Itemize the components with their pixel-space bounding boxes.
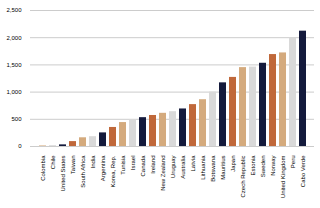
svg-text:Mauritius: Mauritius bbox=[220, 156, 226, 180]
svg-text:Botswana: Botswana bbox=[210, 155, 216, 182]
svg-text:Czech Republic: Czech Republic bbox=[240, 156, 246, 198]
svg-text:Tunisia: Tunisia bbox=[120, 155, 126, 175]
svg-text:Ireland: Ireland bbox=[150, 156, 156, 174]
svg-text:India: India bbox=[90, 155, 96, 169]
svg-text:United States: United States bbox=[60, 156, 66, 192]
svg-text:1,000: 1,000 bbox=[6, 89, 22, 95]
svg-text:500: 500 bbox=[11, 116, 22, 122]
svg-text:Sweden: Sweden bbox=[260, 156, 266, 178]
svg-text:Peru: Peru bbox=[290, 156, 296, 169]
svg-text:Uruguay: Uruguay bbox=[170, 156, 176, 179]
svg-text:Japan: Japan bbox=[230, 156, 236, 172]
svg-text:Canada: Canada bbox=[140, 155, 146, 177]
svg-text:New Zealand: New Zealand bbox=[160, 156, 166, 191]
svg-text:Cabo Verde: Cabo Verde bbox=[300, 155, 306, 187]
svg-text:Norway: Norway bbox=[270, 156, 276, 176]
svg-text:1,500: 1,500 bbox=[6, 62, 22, 68]
svg-text:Latvia: Latvia bbox=[190, 155, 196, 172]
svg-text:Estonia: Estonia bbox=[250, 155, 256, 176]
svg-text:Taiwan: Taiwan bbox=[70, 156, 76, 175]
svg-text:South Africa: South Africa bbox=[80, 155, 86, 188]
svg-text:United Kingdom: United Kingdom bbox=[280, 156, 286, 199]
svg-text:Lithuania: Lithuania bbox=[200, 155, 206, 180]
svg-text:Chile: Chile bbox=[50, 155, 56, 169]
svg-text:Israel: Israel bbox=[130, 156, 136, 171]
svg-text:Argentina: Argentina bbox=[100, 155, 106, 181]
svg-text:0: 0 bbox=[18, 143, 22, 149]
svg-text:Korea, Rep.: Korea, Rep. bbox=[110, 155, 116, 187]
svg-text:2,500: 2,500 bbox=[6, 7, 22, 13]
svg-text:Colombia: Colombia bbox=[40, 155, 46, 181]
svg-text:2,000: 2,000 bbox=[6, 35, 22, 41]
svg-text:Australia: Australia bbox=[180, 155, 186, 179]
